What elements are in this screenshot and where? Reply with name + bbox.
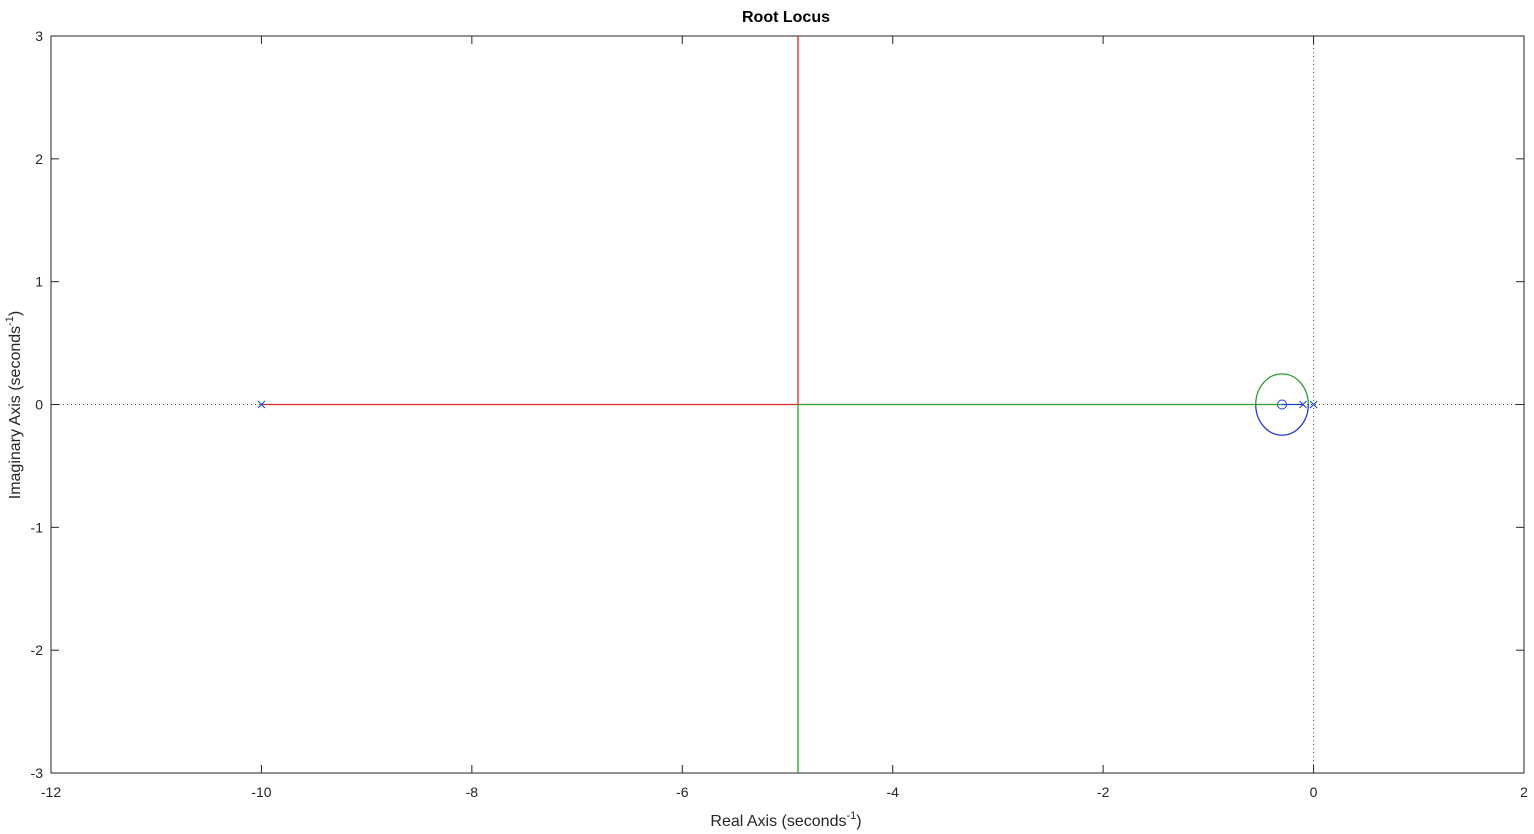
x-tick-labels: -12 -10 -8 -6 -4 -2 0 2 bbox=[41, 784, 1528, 800]
pole-marker bbox=[257, 400, 266, 409]
x-tick-label: -10 bbox=[251, 784, 271, 800]
y-tick-label: 3 bbox=[35, 28, 43, 44]
x-axis-label: Real Axis (seconds-1) bbox=[710, 810, 861, 830]
chart-title: Root Locus bbox=[742, 9, 830, 26]
axis-ticks bbox=[50, 35, 1525, 774]
y-tick-label: 0 bbox=[35, 397, 43, 413]
pole-zero-markers bbox=[257, 399, 1318, 410]
y-tick-labels: -3 -2 -1 0 1 2 3 bbox=[31, 28, 44, 781]
locus-branches bbox=[261, 36, 1309, 773]
y-axis-label: Imaginary Axis (seconds-1) bbox=[4, 311, 24, 500]
x-tick-label: 2 bbox=[1520, 784, 1528, 800]
zero-marker bbox=[1277, 399, 1288, 410]
locus-loop-lower bbox=[1255, 404, 1309, 436]
y-tick-label: 2 bbox=[35, 151, 43, 167]
pole-marker bbox=[1309, 400, 1318, 409]
x-tick-label: -8 bbox=[466, 784, 479, 800]
y-tick-label: -3 bbox=[31, 765, 44, 781]
x-tick-label: 0 bbox=[1310, 784, 1318, 800]
x-tick-label: -2 bbox=[1097, 784, 1110, 800]
x-tick-label: -12 bbox=[41, 784, 61, 800]
y-tick-label: -1 bbox=[31, 519, 44, 535]
x-tick-label: -6 bbox=[676, 784, 689, 800]
x-tick-label: -4 bbox=[886, 784, 899, 800]
y-tick-label: -2 bbox=[31, 642, 44, 658]
locus-loop-upper bbox=[1255, 373, 1309, 405]
pole-marker bbox=[1299, 400, 1307, 409]
y-tick-label: 1 bbox=[35, 274, 43, 290]
locus-branch-1 bbox=[797, 403, 1283, 773]
